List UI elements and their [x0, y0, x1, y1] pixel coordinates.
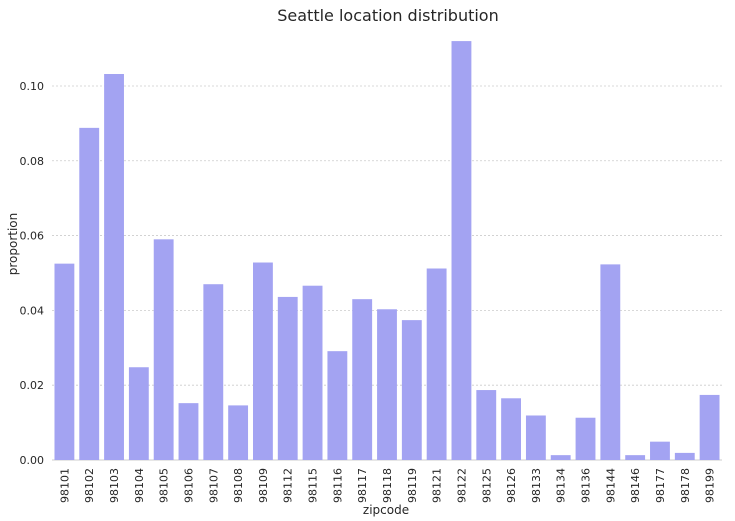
x-tick-label: 98102 [83, 468, 96, 503]
bar-98106 [178, 403, 199, 460]
bar-98116 [327, 351, 348, 460]
bar-98144 [600, 264, 621, 460]
y-tick-label: 0.02 [20, 379, 45, 392]
x-tick-label: 98144 [604, 468, 617, 503]
bar-98146 [625, 455, 646, 460]
bar-98133 [525, 415, 546, 460]
x-tick-label: 98177 [654, 468, 667, 503]
y-tick-label: 0.04 [20, 304, 45, 317]
x-tick-label: 98108 [232, 468, 245, 503]
x-tick-label: 98106 [182, 468, 195, 503]
y-axis-label: proportion [6, 213, 20, 276]
bar-98101 [54, 263, 75, 460]
y-axis-ticks: 0.00 0.02 0.04 0.06 0.08 0.10 [20, 80, 45, 467]
y-tick-label: 0.08 [20, 155, 45, 168]
x-tick-label: 98125 [480, 468, 493, 503]
x-tick-label: 98115 [307, 468, 320, 503]
x-tick-label: 98117 [356, 468, 369, 503]
bar-98121 [426, 268, 447, 460]
x-tick-label: 98109 [257, 468, 270, 503]
bar-98178 [674, 452, 695, 460]
bar-98125 [476, 390, 497, 460]
x-tick-label: 98126 [505, 468, 518, 503]
bar-98115 [302, 285, 323, 460]
bar-98199 [699, 394, 720, 460]
bar-98126 [501, 398, 521, 460]
x-tick-label: 98199 [704, 468, 717, 503]
bar-98105 [153, 239, 174, 460]
bar-98108 [228, 405, 249, 460]
bar-98112 [277, 296, 298, 460]
bar-98107 [203, 284, 224, 460]
bar-98136 [575, 417, 596, 460]
x-tick-label: 98134 [555, 468, 568, 503]
x-tick-label: 98107 [207, 468, 220, 503]
x-tick-label: 98122 [455, 468, 468, 503]
x-tick-label: 98101 [58, 468, 71, 503]
bar-98177 [650, 441, 670, 460]
x-tick-label: 98178 [679, 468, 692, 503]
y-tick-label: 0.00 [20, 454, 45, 467]
x-axis-label: zipcode [363, 503, 409, 517]
bars [54, 41, 720, 461]
bar-98122 [451, 41, 472, 460]
bar-98104 [128, 367, 149, 460]
x-tick-label: 98105 [158, 468, 171, 503]
x-tick-label: 98112 [282, 468, 295, 503]
x-tick-label: 98133 [530, 468, 543, 503]
x-tick-label: 98121 [431, 468, 444, 503]
bar-98134 [550, 455, 571, 460]
bar-98102 [79, 127, 100, 461]
bar-98117 [352, 299, 373, 460]
x-tick-label: 98104 [133, 468, 146, 503]
y-tick-label: 0.06 [20, 230, 45, 243]
x-tick-label: 98146 [629, 468, 642, 503]
x-axis-ticks: 98101 98102 98103 98104 98105 98106 98107 98108… [58, 468, 716, 503]
x-tick-label: 98119 [406, 468, 419, 503]
x-tick-label: 98136 [580, 468, 593, 503]
bar-98109 [253, 262, 273, 460]
bar-98103 [104, 74, 124, 461]
chart-title: Seattle location distribution [277, 6, 498, 25]
x-tick-label: 98118 [381, 468, 394, 503]
bar-98119 [401, 320, 422, 460]
y-tick-label: 0.10 [20, 80, 45, 93]
x-tick-label: 98103 [108, 468, 121, 503]
x-tick-label: 98116 [331, 468, 344, 503]
bar-98118 [377, 309, 397, 460]
